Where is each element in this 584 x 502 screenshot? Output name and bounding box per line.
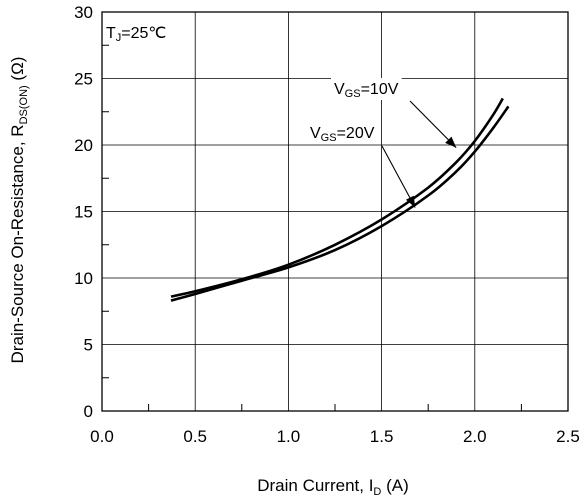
leader-line [381,145,416,208]
series-label-background [331,78,402,100]
y-axis-title: Drain-Source On-Resistance, RDS(ON) (Ω) [8,57,30,364]
y-tick-label: 30 [74,3,93,22]
x-tick-label: 2.5 [556,427,580,446]
y-tick-label: 15 [74,203,93,222]
grid [102,12,568,411]
y-tick-label: 25 [74,70,93,89]
plot-frame [101,11,569,412]
x-tick-label: 1.5 [370,427,394,446]
minor-ticks [102,44,522,411]
y-tick-label: 5 [84,336,93,355]
series-vgs-10v-line [170,97,504,298]
arrowhead [405,195,416,208]
x-tick-label: 0.5 [183,427,207,446]
series-label: VGS=20V [310,125,375,144]
y-tick-label: 10 [74,269,93,288]
series-label-background [307,122,378,144]
y-tick-label: 20 [74,136,93,155]
arrowhead [445,136,457,148]
series-vgs-20v-line [170,105,510,302]
y-tick-labels: 0 5 10 15 20 25 30 [74,3,93,421]
x-tick-label: 2.0 [463,427,487,446]
y-tick-label: 0 [84,402,93,421]
x-tick-labels: 0.0 0.5 1.0 1.5 2.0 2.5 [90,427,580,446]
x-tick-label: 1.0 [277,427,301,446]
annotations: VGS=10V VGS=20V [307,78,457,208]
x-tick-label: 0.0 [90,427,114,446]
x-axis-title: Drain Current, ID (A) [257,476,409,498]
series-lines [170,97,510,302]
condition-label: TJ=25℃ [106,25,166,44]
series-label: VGS=10V [334,81,399,100]
